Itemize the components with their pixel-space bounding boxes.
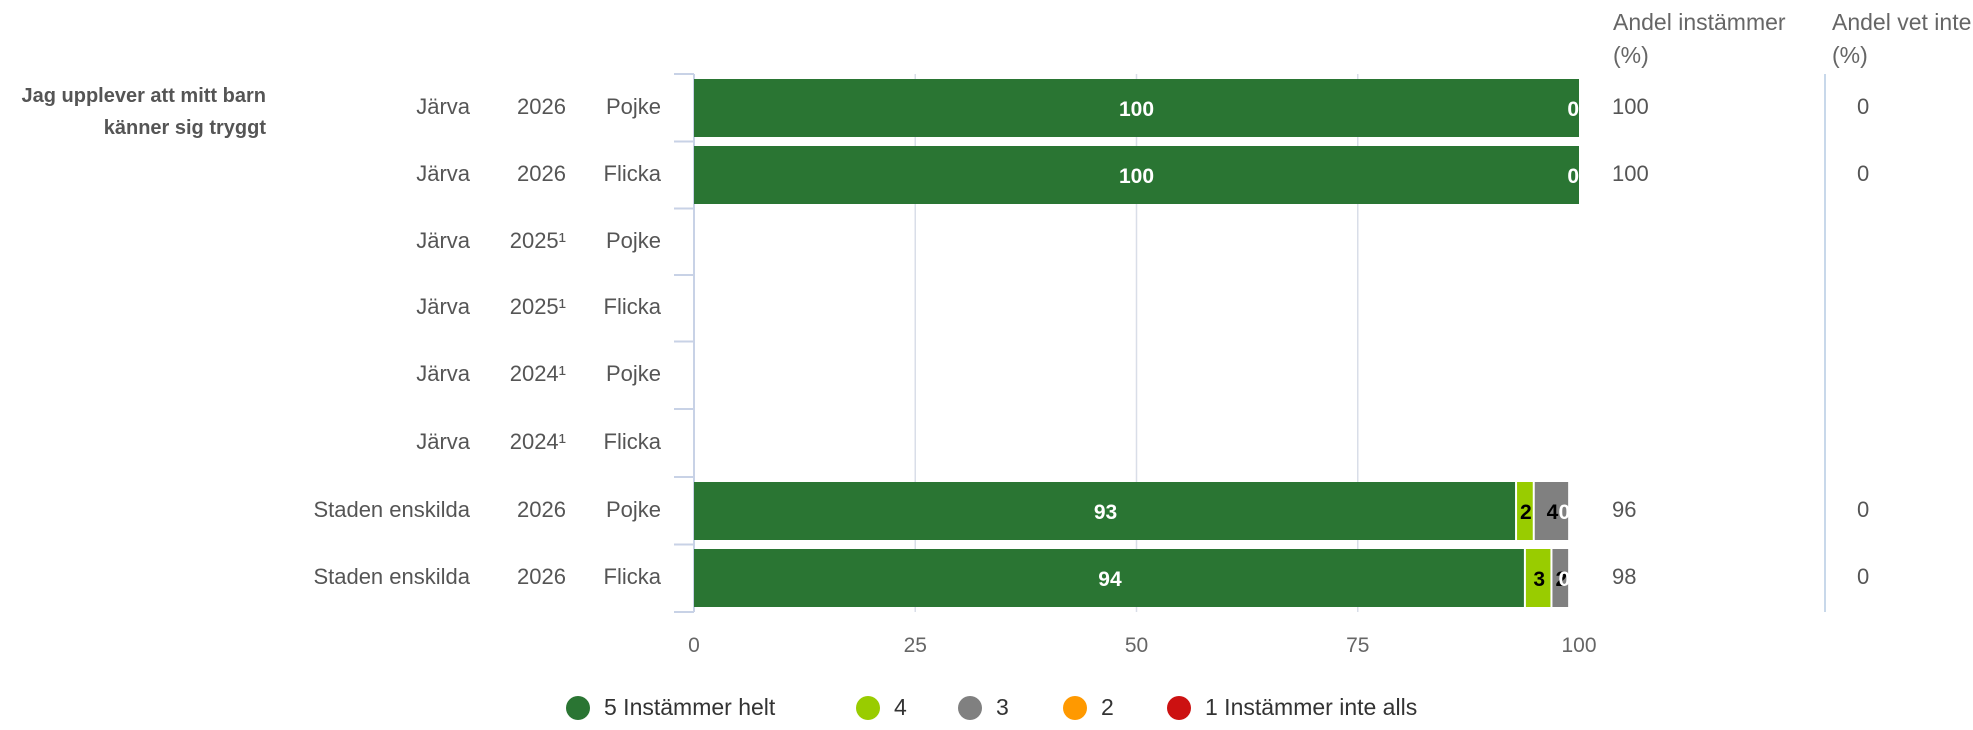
bar-segment-4 [1517, 482, 1533, 540]
data-label: 100 [1119, 98, 1154, 121]
row-gender-label: Flicka [603, 161, 661, 186]
bar-segment-3 [1534, 482, 1569, 540]
row-year-label: 2026 [517, 94, 566, 119]
data-label: 94 [1098, 568, 1122, 591]
data-label: 100 [1119, 165, 1154, 188]
row-area-label: Järva [416, 94, 470, 119]
bar-segment-5 [694, 79, 1579, 137]
data-label: 2 [1555, 568, 1567, 591]
legend-item[interactable]: 1 Instämmer inte alls [1167, 694, 1417, 721]
share-agree-header: Andel instämmer (%) [1613, 9, 1786, 68]
bar-segment-5 [694, 549, 1524, 607]
legend-label: 3 [996, 694, 1009, 720]
row-area-label: Järva [416, 228, 470, 253]
share-agree-value: 100 [1612, 94, 1649, 119]
row-gender-label: Flicka [603, 429, 661, 454]
share-dont-know-header: Andel vet inte (%) [1832, 9, 1972, 68]
row-year-label: 2026 [517, 497, 566, 522]
legend-dot-icon [958, 695, 982, 720]
row-gender-label: Flicka [603, 564, 661, 589]
row-gender-label: Pojke [605, 228, 661, 253]
row-area-label: Staden enskilda [313, 497, 470, 522]
row-gender-label: Pojke [605, 361, 661, 386]
row-year-label: 2025¹ [509, 294, 566, 319]
row-area-label: Staden enskilda [313, 564, 470, 589]
data-label: 0 [1567, 98, 1579, 121]
row-area-label: Järva [416, 361, 470, 386]
bar-segment-5 [694, 482, 1516, 540]
share-agree-value: 100 [1612, 161, 1649, 186]
legend-label: 5 Instämmer helt [604, 694, 776, 720]
bar-segment-3 [1552, 549, 1569, 607]
legend-dot-icon [1063, 695, 1087, 720]
row-area-label: Järva [416, 294, 470, 319]
data-label: 2 [1520, 501, 1532, 524]
row-year-label: 2025¹ [509, 228, 566, 253]
legend-item[interactable]: 3 [958, 694, 1009, 721]
share-agree-value: 98 [1612, 564, 1637, 589]
data-label: 93 [1094, 501, 1117, 524]
row-year-label: 2024¹ [509, 429, 566, 454]
x-tick-label: 100 [1561, 634, 1596, 657]
legend-label: 4 [894, 694, 907, 720]
x-tick-label: 0 [688, 634, 700, 657]
legend-dot-icon [1167, 695, 1191, 720]
row-year-label: 2026 [517, 161, 566, 186]
bar-segment-4 [1525, 549, 1551, 607]
share-dont-know-value: 0 [1857, 94, 1870, 119]
bar-segment-5 [694, 146, 1579, 204]
share-dont-know-value: 0 [1857, 564, 1870, 589]
legend-item[interactable]: 4 [856, 694, 907, 721]
question-label: Jag upplever att mitt barn känner sig tr… [21, 85, 267, 139]
x-tick-label: 25 [904, 634, 927, 657]
row-area-label: Järva [416, 429, 470, 454]
x-tick-label: 75 [1346, 634, 1369, 657]
data-label: 4 [1547, 501, 1559, 524]
legend-dot-icon [566, 695, 590, 720]
data-label: 3 [1533, 568, 1545, 591]
share-dont-know-value: 0 [1857, 497, 1870, 522]
row-gender-label: Pojke [605, 497, 661, 522]
row-gender-label: Pojke [605, 94, 661, 119]
legend-item[interactable]: 2 [1063, 694, 1114, 721]
row-year-label: 2026 [517, 564, 566, 589]
data-label: 0 [1558, 501, 1570, 524]
row-area-label: Järva [416, 161, 470, 186]
legend-label: 2 [1101, 694, 1114, 720]
share-dont-know-value: 0 [1857, 161, 1870, 186]
row-year-label: 2024¹ [509, 361, 566, 386]
data-label: 0 [1567, 165, 1579, 188]
chart-legend: 5 Instämmer helt 4 3 2 1 Instämmer inte alls [0, 694, 1973, 730]
legend-dot-icon [856, 695, 880, 720]
data-label: 0 [1558, 568, 1570, 591]
legend-item[interactable]: 5 Instämmer helt [566, 694, 775, 721]
row-gender-label: Flicka [603, 294, 661, 319]
x-tick-label: 50 [1125, 634, 1148, 657]
legend-label: 1 Instämmer inte alls [1205, 694, 1418, 720]
share-agree-value: 96 [1612, 497, 1637, 522]
